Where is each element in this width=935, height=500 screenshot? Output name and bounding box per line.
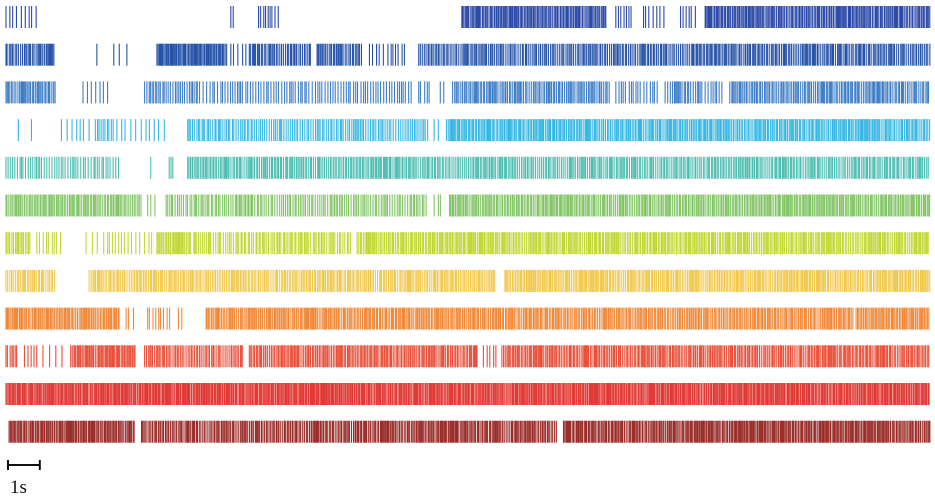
raster-row: [5, 232, 929, 255]
raster-row: [5, 43, 931, 66]
raster-row: [5, 269, 931, 292]
raster-rows: [5, 6, 931, 443]
raster-row: [5, 6, 931, 28]
raster-row: [5, 194, 931, 217]
raster-row: [5, 307, 930, 330]
raster-row: [5, 156, 929, 179]
raster-row: [5, 345, 930, 368]
raster-row: [5, 81, 930, 104]
raster-row: [17, 119, 931, 142]
